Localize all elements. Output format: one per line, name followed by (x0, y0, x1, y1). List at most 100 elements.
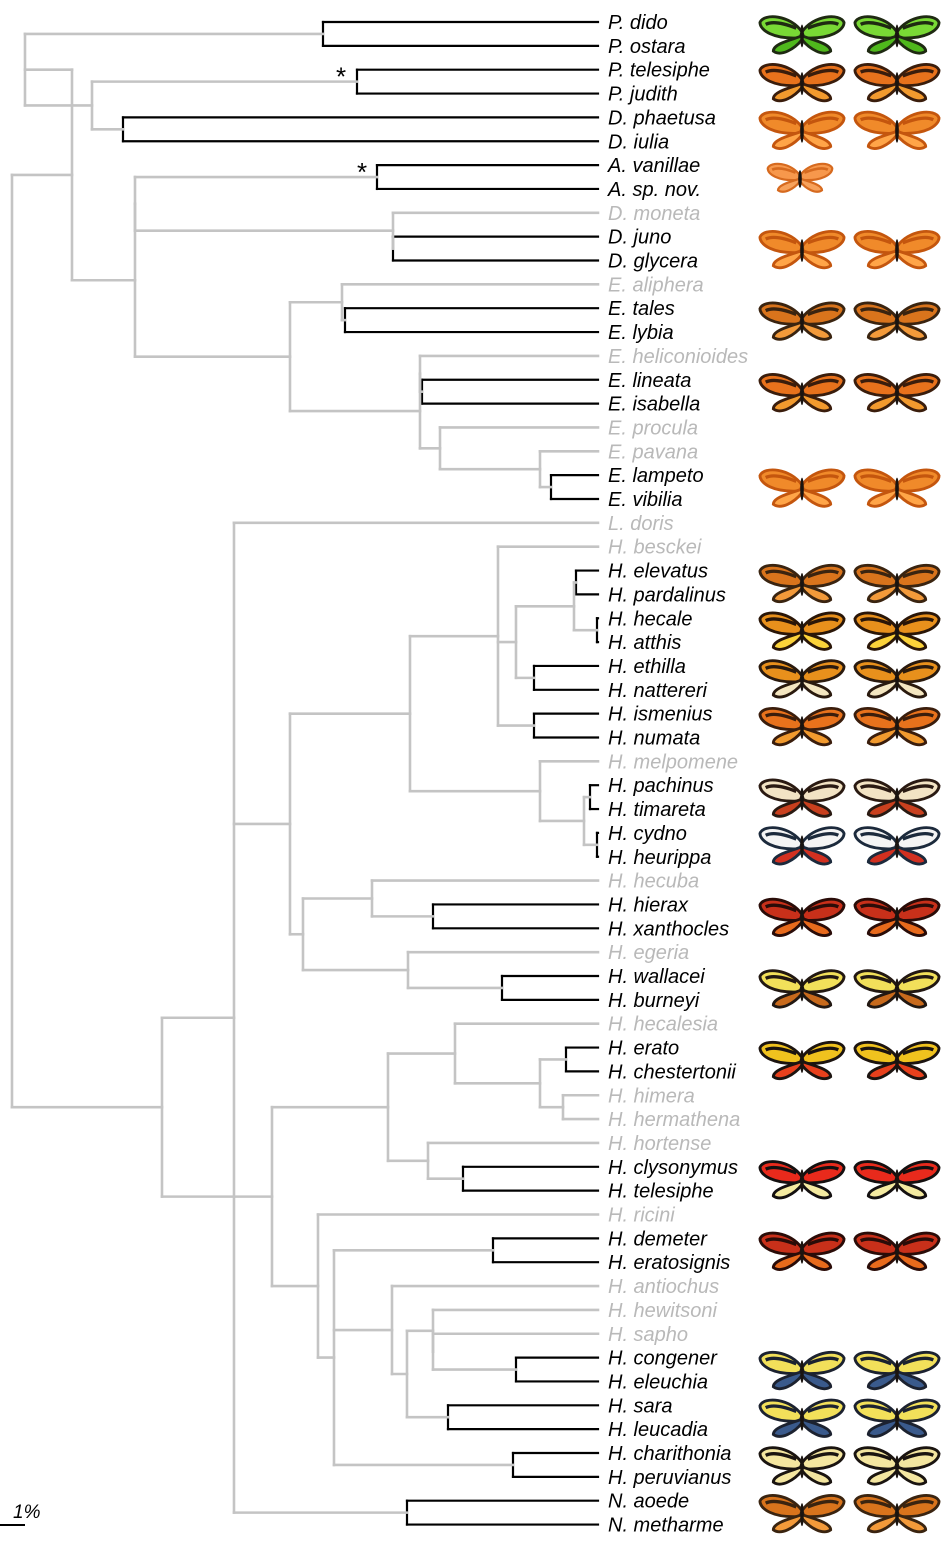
wing-band (902, 832, 935, 841)
wing-band (771, 167, 797, 174)
wing-shape (771, 248, 804, 270)
butterfly-image (853, 301, 941, 341)
butterfly-image (853, 1446, 941, 1486)
wing-band (807, 832, 840, 841)
wing-shape (895, 629, 928, 651)
butterfly-body (800, 477, 804, 501)
wing-shape (800, 987, 833, 1009)
butterfly-image (758, 15, 846, 55)
wing-shape (771, 987, 804, 1009)
wing-band (764, 617, 797, 626)
wing-band (764, 1046, 797, 1056)
butterfly-image (853, 969, 941, 1009)
butterfly-body (800, 668, 804, 692)
scale-bar: 1% (0, 1502, 41, 1526)
wing-shape (771, 1512, 804, 1534)
butterfly-image (758, 563, 846, 604)
butterfly-body (800, 835, 804, 859)
tip-label: H. antiochus (608, 1276, 719, 1298)
butterfly-body (800, 573, 804, 596)
tip-label: E. pavana (608, 441, 698, 463)
wing-shape (771, 1250, 804, 1271)
butterfly-image (853, 826, 941, 866)
wing-band (859, 1165, 892, 1175)
butterfly-body (800, 716, 804, 740)
tip-label: D. juno (608, 227, 671, 249)
butterfly-image (758, 1231, 846, 1271)
wing-band (807, 1356, 840, 1366)
wing-shape (866, 486, 899, 508)
butterfly-image (853, 229, 941, 270)
wing-band (859, 617, 892, 626)
wing-shape (895, 486, 928, 508)
butterfly-body (800, 72, 804, 96)
wing-shape (866, 81, 899, 103)
butterfly-image (853, 778, 941, 818)
wing-band (902, 1237, 935, 1247)
wing-band (764, 1237, 797, 1247)
butterfly-body (895, 477, 899, 501)
butterfly-body (800, 1240, 804, 1264)
tip-label: H. leucadia (608, 1419, 708, 1441)
wing-band (807, 784, 840, 793)
wing-band (807, 307, 840, 316)
tip-label: E. isabella (608, 394, 700, 416)
wing-shape (771, 1178, 804, 1200)
wing-band (807, 378, 840, 388)
butterfly-image (853, 1398, 941, 1438)
wing-shape (771, 725, 804, 747)
wing-band (807, 1452, 840, 1461)
wing-shape (895, 1512, 928, 1534)
wing-band (807, 235, 840, 245)
tip-label: H. cydno (608, 823, 687, 845)
wing-shape (771, 81, 804, 103)
tip-label: L. doris (608, 513, 674, 535)
tip-label: E. lybia (608, 322, 674, 344)
tip-label: E. aliphera (608, 274, 704, 296)
tip-label: H. hecuba (608, 871, 699, 893)
butterfly-body (895, 835, 899, 859)
tip-label: H. eratosignis (608, 1252, 730, 1274)
wing-shape (866, 1369, 899, 1391)
wing-shape (866, 129, 899, 150)
butterfly-body (895, 1240, 899, 1264)
tip-label: H. telesiphe (608, 1181, 714, 1203)
wing-band (807, 1237, 840, 1247)
wing-band (807, 975, 840, 984)
significance-marker: * (336, 62, 346, 92)
butterfly-body (800, 1455, 804, 1479)
butterfly-body (800, 620, 804, 644)
wing-band (807, 1499, 840, 1509)
butterfly-body (800, 1050, 804, 1073)
wing-band (859, 1499, 892, 1509)
butterfly-image (758, 63, 846, 103)
wing-band (902, 307, 935, 316)
wing-shape (800, 1059, 833, 1081)
tip-label: H. numata (608, 728, 700, 750)
wing-shape (866, 796, 899, 818)
wing-band (859, 903, 892, 913)
wing-band (764, 712, 797, 722)
wing-band (859, 21, 892, 30)
tip-label: H. pardalinus (608, 584, 726, 606)
wing-band (902, 665, 935, 674)
wing-band (902, 378, 935, 388)
butterfly-body (800, 906, 804, 930)
wing-shape (866, 1250, 899, 1271)
wing-shape (800, 916, 833, 937)
wing-shape (866, 33, 899, 55)
wing-band (807, 712, 840, 722)
wing-shape (895, 1464, 928, 1486)
wing-shape (800, 33, 833, 55)
tip-label: H. pachinus (608, 775, 714, 797)
butterfly-body (895, 668, 899, 692)
tip-label: E. lampeto (608, 465, 704, 487)
butterfly-images (758, 15, 941, 1534)
wing-band (764, 21, 797, 30)
wing-shape (866, 1464, 899, 1486)
butterfly-image (853, 563, 941, 604)
wing-band (764, 235, 797, 245)
wing-band (764, 903, 797, 913)
wing-shape (771, 486, 804, 508)
wing-band (859, 975, 892, 984)
